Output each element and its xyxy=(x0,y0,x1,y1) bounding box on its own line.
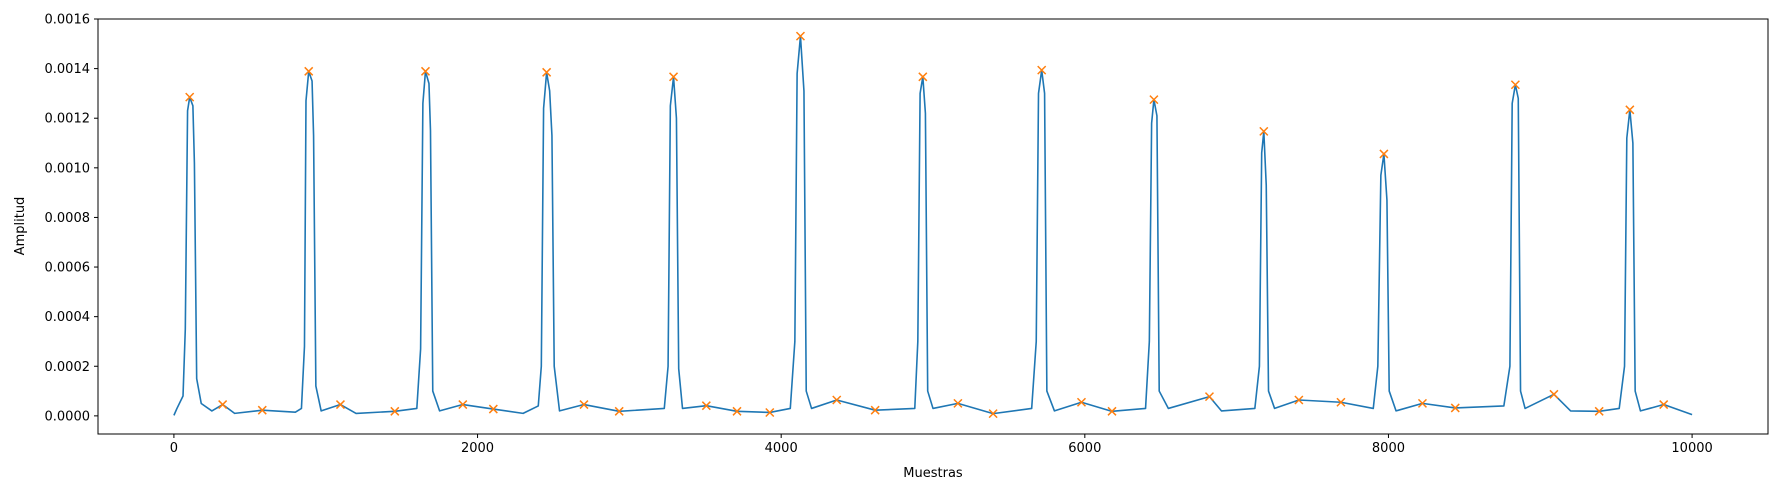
peak-marker xyxy=(1417,398,1427,408)
y-tick-label: 0.0006 xyxy=(45,261,91,276)
y-tick-label: 0.0012 xyxy=(45,112,91,127)
peak-marker xyxy=(1549,389,1559,399)
y-tick-label: 0.0008 xyxy=(45,211,91,226)
y-tick-label: 0.0016 xyxy=(45,13,91,28)
peak-marker xyxy=(579,400,589,410)
peak-marker xyxy=(953,398,963,408)
peak-marker xyxy=(1204,392,1214,402)
plot-frame xyxy=(97,18,1769,435)
peak-marker xyxy=(488,404,498,414)
peak-marker xyxy=(1149,95,1159,105)
peak-marker xyxy=(1594,406,1604,416)
peak-marker xyxy=(1294,395,1304,405)
y-tick-label: 0.0014 xyxy=(45,62,91,77)
x-axis-label: Muestras xyxy=(903,466,963,481)
peak-marker xyxy=(988,409,998,419)
peak-marker xyxy=(458,400,468,410)
y-tick-label: 0.0010 xyxy=(45,161,91,176)
peak-marker xyxy=(870,405,880,415)
x-tick-label: 0 xyxy=(170,441,178,456)
peak-marker xyxy=(765,407,775,418)
peak-marker xyxy=(1450,403,1460,413)
y-axis-label: Amplitud xyxy=(13,197,28,256)
peak-marker xyxy=(1076,397,1087,407)
peak-marker xyxy=(732,406,742,416)
peak-marker xyxy=(614,406,624,416)
peak-marker xyxy=(1625,105,1635,115)
peak-marker xyxy=(257,405,267,415)
peak-marker xyxy=(542,67,552,77)
x-tick-label: 6000 xyxy=(1068,441,1101,456)
peak-marker xyxy=(669,72,679,82)
peak-marker xyxy=(1659,400,1669,410)
peak-marker xyxy=(390,406,400,416)
peak-marker xyxy=(1037,65,1047,75)
peak-marker xyxy=(701,401,711,411)
peak-marker xyxy=(1379,149,1389,159)
peak-marker xyxy=(918,72,928,82)
peak-marker xyxy=(304,66,314,76)
y-tick-label: 0.0002 xyxy=(45,360,91,375)
x-tick-label: 10000 xyxy=(1671,441,1712,456)
peak-marker xyxy=(832,395,842,405)
peak-marker xyxy=(1336,397,1346,407)
y-tick-label: 0.0000 xyxy=(45,409,91,424)
x-tick-label: 8000 xyxy=(1372,441,1405,456)
peak-marker xyxy=(185,92,195,102)
peak-marker xyxy=(218,400,228,410)
signal-line xyxy=(173,35,1693,416)
y-tick-label: 0.0004 xyxy=(45,310,91,325)
peak-marker xyxy=(335,400,345,410)
x-tick-label: 4000 xyxy=(765,441,798,456)
x-tick-label: 2000 xyxy=(461,441,494,456)
peak-marker xyxy=(795,31,805,41)
peak-marker xyxy=(1259,126,1269,136)
peak-marker xyxy=(1510,80,1520,90)
peak-marker xyxy=(420,66,431,76)
peak-marker xyxy=(1107,406,1117,416)
